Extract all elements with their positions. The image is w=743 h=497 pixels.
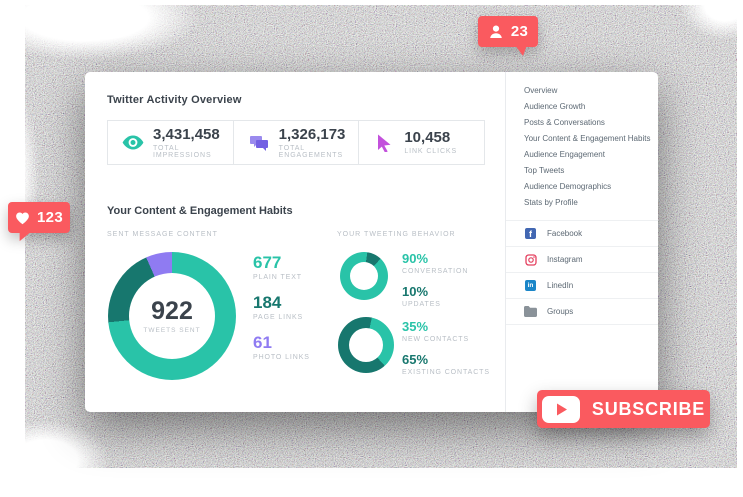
likes-count: 123 bbox=[37, 209, 63, 226]
instagram-icon bbox=[524, 253, 537, 266]
profile-row-facebook[interactable]: f Facebook bbox=[506, 221, 658, 247]
legend-value: 10% bbox=[402, 284, 429, 299]
stat-total-impressions: 3,431,458 TOTAL IMPRESSIONS bbox=[108, 121, 233, 164]
heart-icon bbox=[16, 211, 29, 224]
sent-message-content-donut-chart: 922 TWEETS SENT bbox=[108, 252, 236, 380]
section-title: Your Content & Engagement Habits bbox=[107, 205, 293, 217]
legend-label: PLAIN TEXT bbox=[253, 274, 302, 281]
legend-label: EXISTING CONTACTS bbox=[402, 369, 490, 376]
stat-link-clicks: 10,458 LINK CLICKS bbox=[358, 121, 484, 164]
legend-label: CONVERSATION bbox=[402, 268, 469, 275]
sidebar-item-content-engagement-habits[interactable]: Your Content & Engagement Habits bbox=[524, 134, 651, 143]
stats-summary-box: 3,431,458 TOTAL IMPRESSIONS 1,326,173 TO… bbox=[107, 120, 485, 165]
profile-row-groups[interactable]: Groups bbox=[506, 299, 658, 325]
legend-item-plain-text: 677 PLAIN TEXT bbox=[253, 253, 310, 282]
legend-value: 90% bbox=[402, 251, 429, 266]
report-nav-sidebar: Overview Audience Growth Posts & Convers… bbox=[505, 72, 658, 412]
profile-row-instagram[interactable]: Instagram bbox=[506, 247, 658, 273]
noise-edge-fade bbox=[0, 0, 200, 60]
tweets-sent-value: 922 bbox=[151, 297, 193, 325]
chart-title-sent-message-content: SENT MESSAGE CONTENT bbox=[107, 231, 218, 238]
page-title: Twitter Activity Overview bbox=[107, 94, 242, 106]
sidebar-item-stats-by-profile[interactable]: Stats by Profile bbox=[524, 198, 578, 207]
profile-row-linkedin[interactable]: in LinedIn bbox=[506, 273, 658, 299]
legend-value: 61 bbox=[253, 333, 272, 352]
likes-notification-badge[interactable]: 123 bbox=[8, 202, 70, 244]
legend-item-page-links: 184 PAGE LINKS bbox=[253, 293, 310, 322]
sidebar-item-audience-engagement[interactable]: Audience Engagement bbox=[524, 150, 605, 159]
contacts-legend: 35% NEW CONTACTS 65% EXISTING CONTACTS bbox=[402, 320, 490, 386]
legend-value: 677 bbox=[253, 253, 282, 272]
subscribe-button[interactable]: SUBSCRIBE bbox=[537, 390, 710, 428]
followers-count: 23 bbox=[510, 23, 529, 40]
conversation-updates-legend: 90% CONVERSATION 10% UPDATES bbox=[402, 252, 468, 318]
legend-label: PHOTO LINKS bbox=[253, 354, 310, 361]
legend-value: 65% bbox=[402, 352, 429, 367]
followers-notification-badge[interactable]: 23 bbox=[478, 16, 538, 56]
legend-item-new-contacts: 35% NEW CONTACTS bbox=[402, 319, 490, 344]
noise-edge-fade bbox=[680, 0, 743, 40]
legend-label: NEW CONTACTS bbox=[402, 336, 470, 343]
profile-label: LinedIn bbox=[547, 281, 574, 290]
facebook-icon: f bbox=[524, 227, 537, 240]
person-icon bbox=[490, 25, 502, 38]
sidebar-item-posts-conversations[interactable]: Posts & Conversations bbox=[524, 118, 605, 127]
profile-label: Facebook bbox=[547, 229, 583, 238]
dashboard-card: Twitter Activity Overview 3,431,458 TOTA… bbox=[85, 72, 658, 412]
legend-value: 35% bbox=[402, 319, 429, 334]
legend-item-existing-contacts: 65% EXISTING CONTACTS bbox=[402, 352, 490, 377]
eye-icon bbox=[121, 135, 145, 150]
donut-center: 922 TWEETS SENT bbox=[129, 273, 215, 359]
chat-bubbles-icon bbox=[247, 135, 271, 151]
folder-icon bbox=[524, 305, 537, 318]
noise-edge-fade bbox=[0, 80, 40, 270]
sidebar-item-overview[interactable]: Overview bbox=[524, 86, 558, 95]
sidebar-item-audience-growth[interactable]: Audience Growth bbox=[524, 102, 586, 111]
profile-label: Groups bbox=[547, 307, 574, 316]
legend-label: UPDATES bbox=[402, 301, 441, 308]
noise-edge-fade bbox=[0, 420, 110, 497]
tweets-sent-label: TWEETS SENT bbox=[143, 327, 201, 334]
donut-center bbox=[349, 328, 383, 362]
youtube-play-icon bbox=[541, 395, 580, 423]
sent-message-content-legend: 677 PLAIN TEXT 184 PAGE LINKS 61 PHOTO L… bbox=[253, 254, 310, 374]
stat-value: 3,431,458 bbox=[153, 125, 220, 143]
donut-center bbox=[350, 262, 378, 290]
legend-item-photo-links: 61 PHOTO LINKS bbox=[253, 333, 310, 362]
stat-label: TOTAL ENGAGEMENTS bbox=[278, 144, 344, 159]
profiles-list: f Facebook Instagram in LinedIn bbox=[506, 220, 658, 325]
legend-item-conversation: 90% CONVERSATION bbox=[402, 251, 469, 276]
conversation-updates-donut-chart bbox=[340, 252, 388, 300]
stat-label: TOTAL IMPRESSIONS bbox=[153, 144, 212, 159]
stat-value: 1,326,173 bbox=[278, 125, 346, 143]
sidebar-item-audience-demographics[interactable]: Audience Demographics bbox=[524, 182, 612, 191]
chart-title-tweeting-behavior: YOUR TWEETING BEHAVIOR bbox=[337, 231, 456, 238]
legend-item-updates: 10% UPDATES bbox=[402, 284, 468, 309]
sidebar-item-top-tweets[interactable]: Top Tweets bbox=[524, 166, 565, 175]
stat-total-engagements: 1,326,173 TOTAL ENGAGEMENTS bbox=[232, 121, 359, 164]
contacts-donut-chart bbox=[338, 317, 394, 373]
legend-value: 184 bbox=[253, 293, 282, 312]
cursor-icon bbox=[372, 134, 396, 152]
legend-label: PAGE LINKS bbox=[253, 314, 304, 321]
report-nav-menu: Overview Audience Growth Posts & Convers… bbox=[506, 72, 658, 211]
profile-label: Instagram bbox=[547, 255, 583, 264]
badge-tail bbox=[515, 45, 527, 56]
subscribe-label: SUBSCRIBE bbox=[591, 398, 706, 419]
linkedin-icon: in bbox=[524, 279, 537, 292]
stat-label: LINK CLICKS bbox=[404, 148, 458, 155]
stat-value: 10,458 bbox=[404, 129, 451, 146]
